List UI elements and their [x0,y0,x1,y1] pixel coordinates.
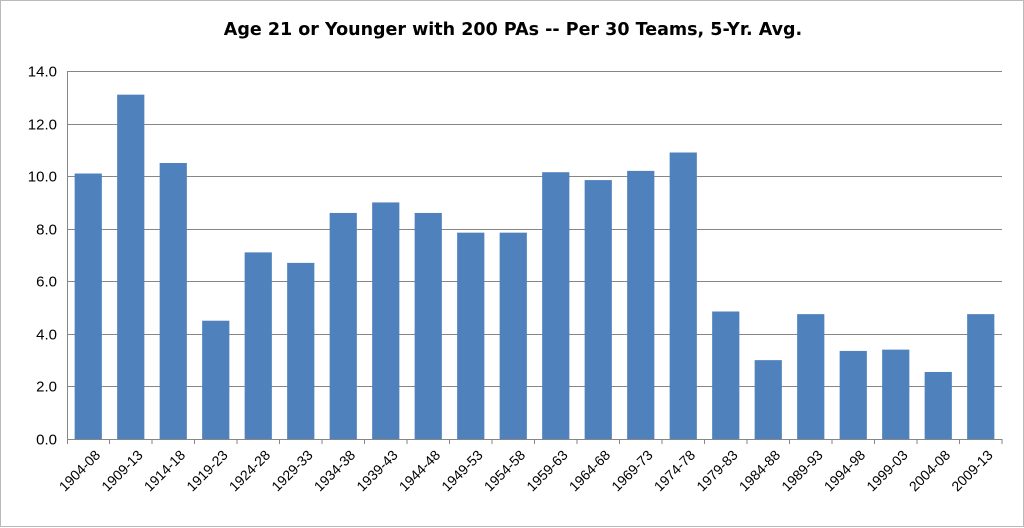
bar [74,173,102,439]
x-tick-label: 1934-38 [311,447,359,495]
y-tick-label: 0.0 [36,432,57,449]
x-tick-label: 1969-73 [608,447,656,495]
bar [457,232,485,439]
y-tick-label: 14.0 [28,64,57,81]
x-tick-label: 1929-33 [268,447,316,495]
x-tick-label: 1974-78 [651,447,699,495]
y-tick-label: 12.0 [28,117,57,134]
x-tick-label: 1979-83 [693,447,741,495]
x-tick-label: 1919-23 [183,447,231,495]
bar [627,170,655,439]
x-tick-label: 1949-53 [438,447,486,495]
x-tick-label: 2004-08 [906,447,954,495]
bar [584,180,612,439]
x-tick-label: 1954-58 [481,447,529,495]
x-tick-label: 1959-63 [523,447,571,495]
bar [202,320,230,439]
bar [414,212,442,439]
x-tick-label: 1904-08 [56,447,104,495]
x-tick-label: 1989-93 [778,447,826,495]
x-tick-label: 1924-28 [226,447,274,495]
bar [882,349,910,439]
chart-title: Age 21 or Younger with 200 PAs -- Per 30… [223,20,803,40]
bar [542,172,570,439]
bar [967,314,995,439]
x-tick-label: 1939-43 [353,447,401,495]
bar [499,232,527,439]
bar [117,94,145,439]
bar [159,163,187,439]
x-tick-label: 1964-68 [566,447,614,495]
x-tick-label: 1984-88 [736,447,784,495]
x-tick-label: 1909-13 [98,447,146,495]
bar [754,360,782,439]
y-tick-label: 6.0 [36,274,57,291]
y-tick-label: 8.0 [36,222,57,239]
x-tick-label: 1914-18 [141,447,189,495]
x-tick-label: 2009-13 [948,447,996,495]
bar [839,350,867,439]
bar [329,212,357,439]
bar [372,202,400,439]
x-tick-label: 1999-03 [863,447,911,495]
bar [287,262,315,439]
x-tick-label: 1944-48 [396,447,444,495]
y-tick-label: 4.0 [36,327,57,344]
bar [712,311,740,439]
bar [924,371,952,439]
bar [244,252,272,439]
x-tick-label: 1994-98 [821,447,869,495]
bar [797,314,825,439]
y-tick-label: 2.0 [36,379,57,396]
y-tick-label: 10.0 [28,169,57,186]
bar [669,152,697,440]
